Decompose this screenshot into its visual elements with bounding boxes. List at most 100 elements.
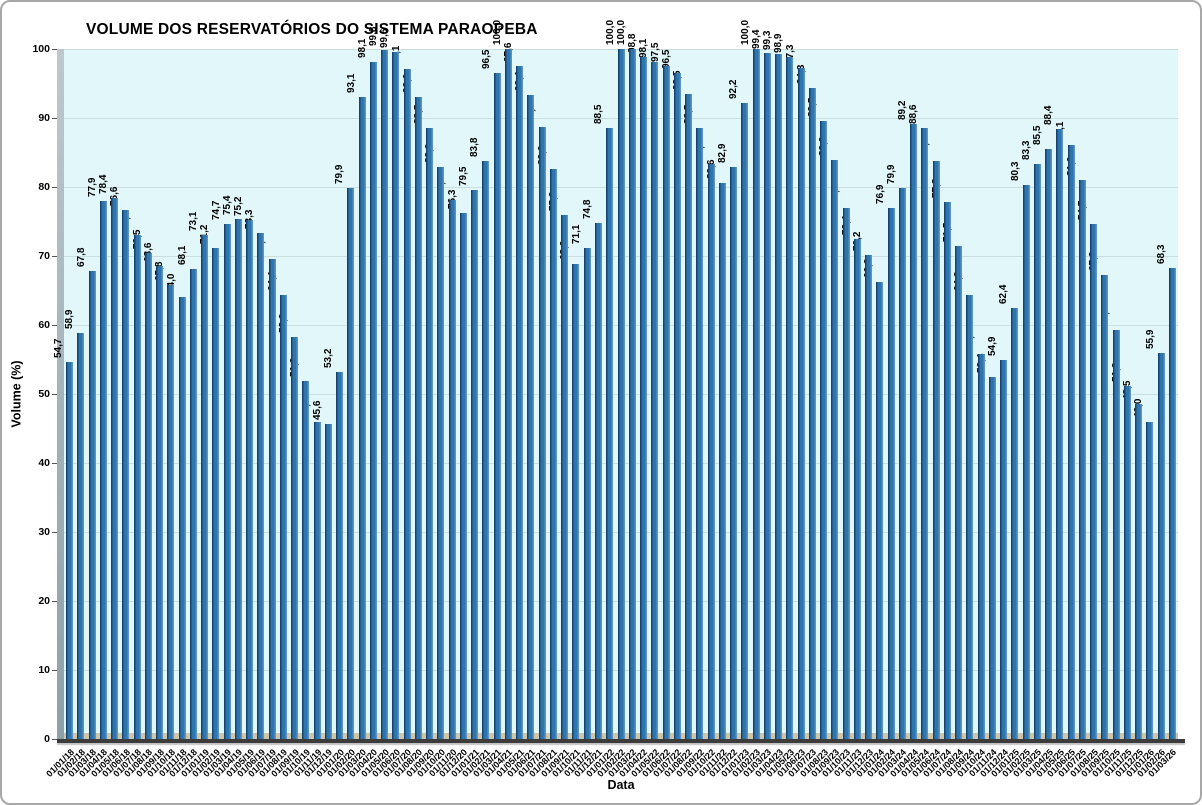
bar-value-label: 93,1 xyxy=(345,73,357,93)
bar xyxy=(324,424,332,739)
bar-value-label: 75,4 xyxy=(221,195,233,215)
y-tick-label: 80 xyxy=(38,181,50,193)
bar xyxy=(808,88,816,739)
y-tick-mark xyxy=(52,670,57,671)
bar xyxy=(583,248,591,739)
bar xyxy=(932,160,940,739)
bar xyxy=(561,215,569,739)
y-tick-label: 30 xyxy=(38,526,50,538)
bar xyxy=(640,57,647,739)
bar xyxy=(223,223,231,739)
bar xyxy=(414,97,422,739)
bar xyxy=(1135,404,1143,739)
bar-value-label: 100,0 xyxy=(604,19,616,45)
bar xyxy=(493,73,501,739)
y-tick-label: 40 xyxy=(38,457,50,469)
bar-value-label: 68,3 xyxy=(1155,244,1167,264)
bar xyxy=(707,163,715,739)
bar xyxy=(763,53,771,739)
bar xyxy=(1078,180,1086,739)
y-tick-label: 10 xyxy=(38,664,50,676)
bar-value-label: 96,5 xyxy=(480,49,492,70)
bar xyxy=(111,198,119,739)
bar xyxy=(876,281,884,739)
bar xyxy=(482,160,490,739)
bar xyxy=(381,50,389,739)
x-axis-line xyxy=(57,739,1185,743)
bar xyxy=(966,295,974,739)
bar xyxy=(696,128,704,739)
plot-left-wall xyxy=(57,49,64,743)
bar-value-label: 100,0 xyxy=(491,19,503,45)
bar-value-label: 88,6 xyxy=(908,104,920,124)
bar-value-label: 75,2 xyxy=(233,196,245,217)
bar xyxy=(347,187,355,739)
y-tick-mark xyxy=(52,394,57,395)
bar xyxy=(189,269,197,739)
y-tick-label: 60 xyxy=(38,319,50,331)
bar xyxy=(504,49,512,739)
bar-value-label: 89,2 xyxy=(897,100,909,120)
bar xyxy=(887,208,895,739)
bar xyxy=(1157,353,1165,739)
bar xyxy=(167,284,175,739)
bar xyxy=(1090,223,1098,739)
bar xyxy=(594,222,602,739)
bar xyxy=(741,102,749,739)
bar xyxy=(730,166,738,739)
bar-value-label: 85,5 xyxy=(1032,125,1044,146)
bar xyxy=(77,332,85,739)
bar-value-label: 83,8 xyxy=(469,137,481,157)
bar-value-label: 92,2 xyxy=(728,79,740,99)
bar-value-label: 55,9 xyxy=(1144,329,1156,350)
bar xyxy=(516,65,524,739)
bar xyxy=(921,127,929,739)
bar-value-label: 79,9 xyxy=(334,164,346,184)
bar xyxy=(1045,149,1053,739)
y-tick-mark xyxy=(52,325,57,326)
y-tick-mark xyxy=(52,49,57,50)
bar xyxy=(437,166,445,739)
bar-value-label: 99,8 xyxy=(368,26,380,47)
y-tick-mark xyxy=(52,118,57,119)
bar xyxy=(628,49,636,739)
bar-value-label: 82,9 xyxy=(717,143,729,163)
bar xyxy=(212,247,220,739)
bar-value-label: 88,5 xyxy=(593,104,605,125)
bar-value-label: 99,3 xyxy=(762,30,774,50)
bar-value-label: 45,6 xyxy=(311,400,323,421)
bar xyxy=(617,49,625,739)
bar-value-label: 79,9 xyxy=(885,164,897,184)
bar-value-label: 98,1 xyxy=(638,38,650,59)
bar xyxy=(853,239,861,739)
bar-value-label: 54,9 xyxy=(987,336,999,357)
bar xyxy=(246,220,254,739)
y-tick-mark xyxy=(52,463,57,464)
bar-value-label: 76,9 xyxy=(874,184,886,205)
bar xyxy=(279,294,287,739)
bar xyxy=(178,297,186,739)
y-tick-label: 0 xyxy=(44,733,50,745)
bar-value-label: 77,9 xyxy=(86,178,98,198)
y-tick-label: 100 xyxy=(32,43,50,55)
y-tick-label: 50 xyxy=(38,388,50,400)
bar xyxy=(471,190,479,739)
bar xyxy=(257,233,265,739)
bar xyxy=(651,62,659,739)
bar-value-label: 100,0 xyxy=(615,19,627,45)
bar xyxy=(865,254,873,739)
bar xyxy=(1101,275,1109,739)
bar xyxy=(673,73,681,739)
bar xyxy=(268,259,276,739)
bar xyxy=(943,202,951,739)
bar xyxy=(1146,421,1154,739)
bar xyxy=(831,160,839,739)
bar-value-label: 99,6 xyxy=(379,28,391,48)
bar xyxy=(538,126,546,739)
bar-value-label: 58,9 xyxy=(64,309,76,329)
bar xyxy=(426,128,434,739)
bar xyxy=(369,62,377,739)
bar-value-label: 100,0 xyxy=(739,19,751,45)
bar xyxy=(459,212,467,739)
bar-value-label: 83,3 xyxy=(1020,140,1032,161)
